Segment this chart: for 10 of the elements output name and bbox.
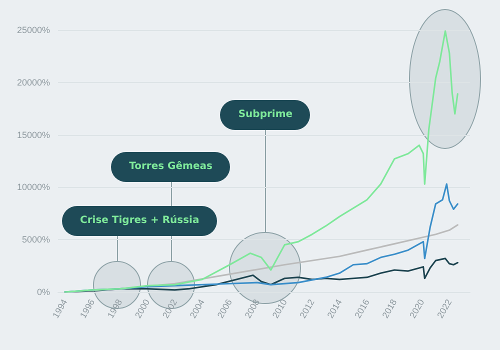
annotation: Torres Gêmeas <box>129 160 212 174</box>
annotation: Crise Tigres + Rússia <box>80 214 200 228</box>
y-tick-label: 20000% <box>16 77 50 88</box>
y-tick-label: 10000% <box>16 182 50 192</box>
line-series <box>64 30 458 293</box>
y-tick-label: 0% <box>36 287 50 297</box>
annotation: Subprime <box>238 108 293 122</box>
y-tick-label: 5000% <box>22 234 50 245</box>
y-tick-label: 15000% <box>16 130 50 140</box>
y-tick-label: 25000% <box>16 25 50 35</box>
